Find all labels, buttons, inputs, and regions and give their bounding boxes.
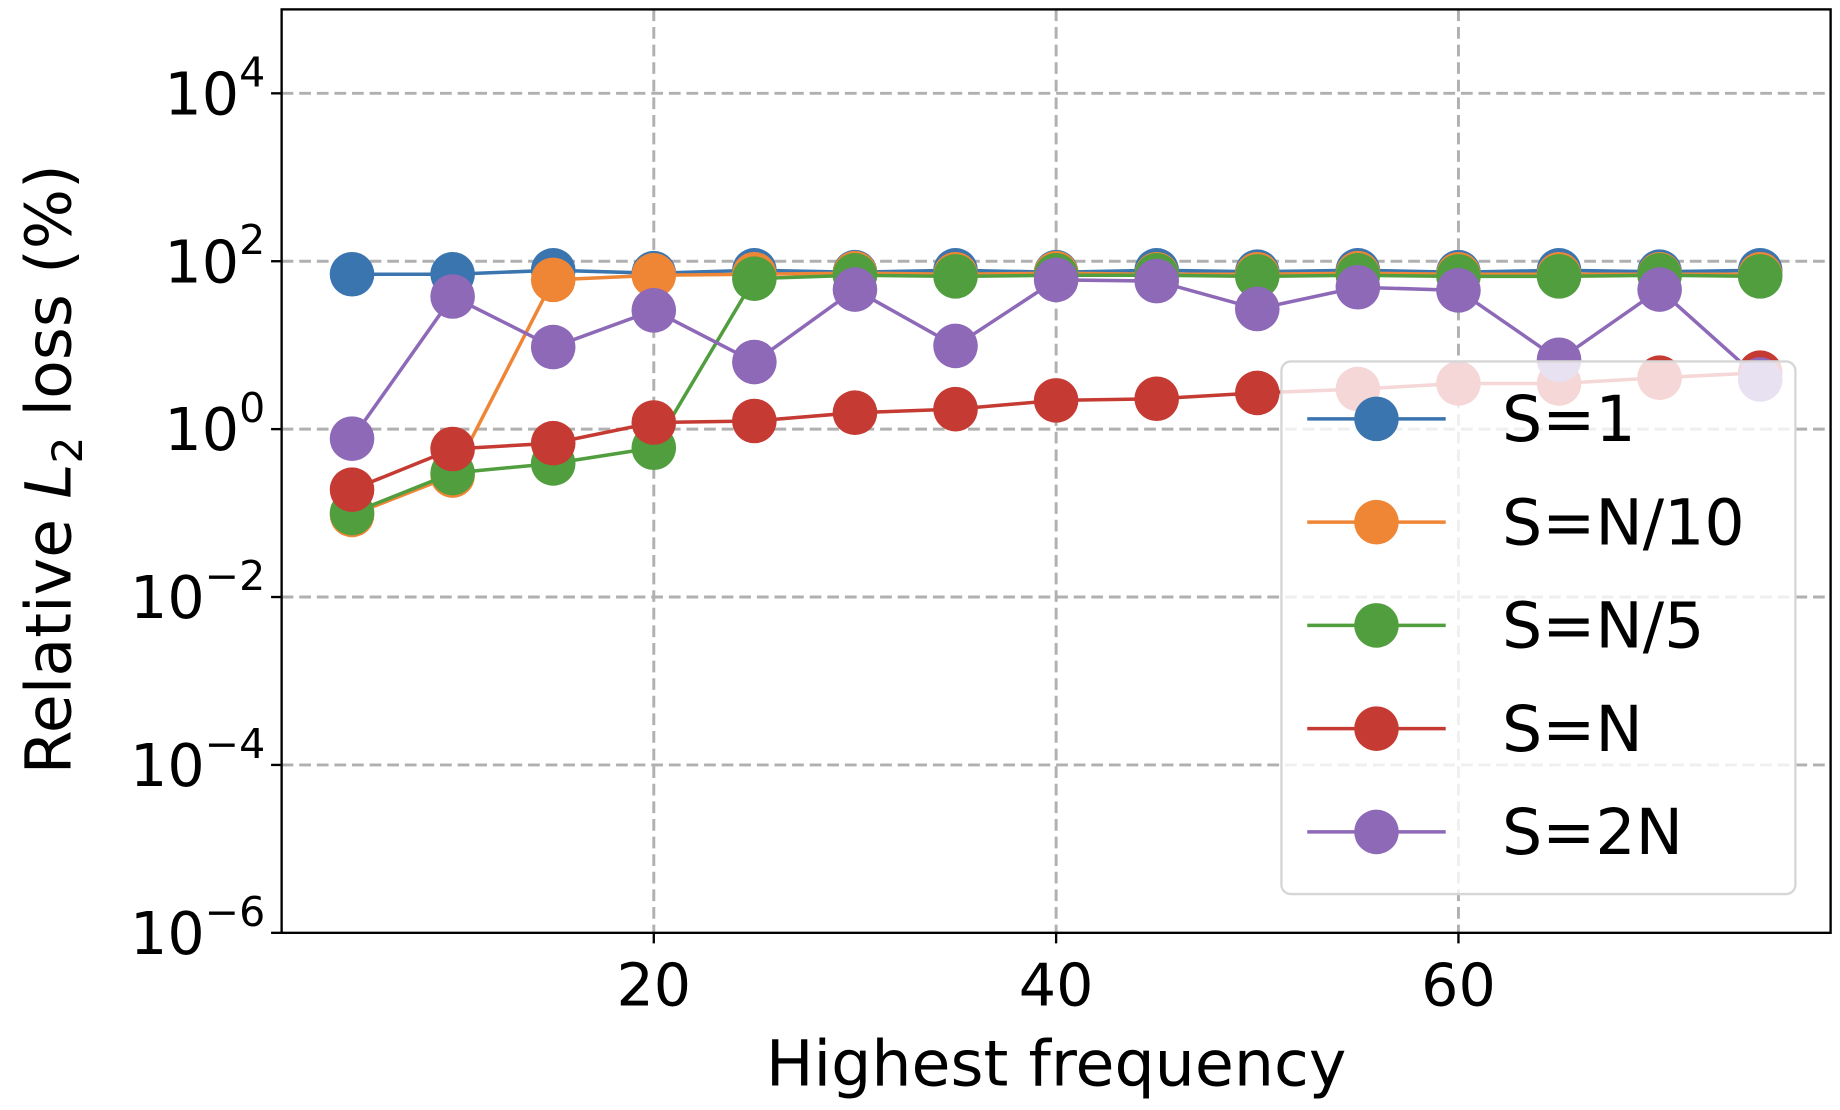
- legend-marker: [1354, 706, 1399, 751]
- x-tick-label: 60: [1421, 952, 1496, 1020]
- data-point: [1737, 254, 1783, 299]
- y-tick-label: 102: [164, 216, 265, 296]
- data-point: [430, 426, 475, 472]
- data-point: [329, 251, 375, 297]
- data-point: [832, 390, 878, 435]
- data-point: [1234, 286, 1280, 332]
- legend-label: S=1: [1502, 382, 1636, 456]
- data-point: [530, 420, 576, 466]
- x-tick-label: 20: [616, 952, 691, 1020]
- data-point: [732, 256, 777, 301]
- legend-label: S=N/10: [1502, 485, 1745, 559]
- legend-entry: S=1: [1307, 382, 1636, 456]
- legend-label: S=N/5: [1502, 589, 1704, 663]
- legend-marker: [1354, 809, 1399, 855]
- axis-ticks: 20 40 60 10−6 10−4 10−2 100 102 104: [130, 48, 1496, 1019]
- legend-box: [1280, 360, 1797, 896]
- data-point: [430, 274, 475, 319]
- legend-entry: S=N/10: [1307, 485, 1745, 559]
- y-tick-label: 10−6: [130, 888, 265, 968]
- data-point: [1536, 254, 1582, 299]
- data-point: [832, 267, 878, 312]
- y-tick-label: 10−2: [130, 552, 265, 632]
- data-point: [732, 398, 777, 444]
- y-axis-label: Relative L2 loss (%): [11, 164, 92, 774]
- data-point: [631, 252, 677, 298]
- x-tick-label: 40: [1019, 952, 1094, 1020]
- legend-marker: [1354, 396, 1399, 442]
- data-point: [933, 323, 978, 369]
- data-point: [530, 257, 576, 303]
- data-point: [1234, 370, 1280, 416]
- y-tick-label: 10−4: [130, 720, 265, 800]
- legend-marker: [1354, 499, 1399, 545]
- data-point: [1134, 376, 1180, 422]
- y-tick-label: 100: [164, 384, 265, 464]
- data-point: [631, 400, 677, 445]
- y-tick-label: 104: [164, 48, 265, 128]
- data-point: [530, 324, 576, 370]
- legend-entry: S=N/5: [1307, 589, 1704, 663]
- data-point: [933, 386, 978, 432]
- data-point: [1134, 258, 1180, 304]
- data-point: [329, 416, 375, 461]
- legend-entry: S=2N: [1307, 795, 1683, 869]
- data-point: [631, 288, 677, 333]
- x-axis-label: Highest frequency: [766, 1026, 1346, 1100]
- legend: S=1 S=N/10 S=N/5 S=N S=2N: [1280, 360, 1797, 896]
- data-point: [329, 467, 375, 512]
- data-point: [1637, 267, 1682, 312]
- data-point: [933, 254, 978, 299]
- data-point: [1234, 254, 1280, 299]
- legend-marker: [1354, 603, 1399, 648]
- data-point: [1335, 264, 1381, 310]
- data-point: [732, 339, 777, 385]
- data-point: [1033, 257, 1079, 303]
- legend-label: S=2N: [1502, 795, 1683, 869]
- legend-entry: S=N: [1307, 692, 1643, 766]
- legend-label: S=N: [1502, 692, 1643, 766]
- data-point: [1033, 378, 1079, 423]
- data-point: [1436, 268, 1481, 313]
